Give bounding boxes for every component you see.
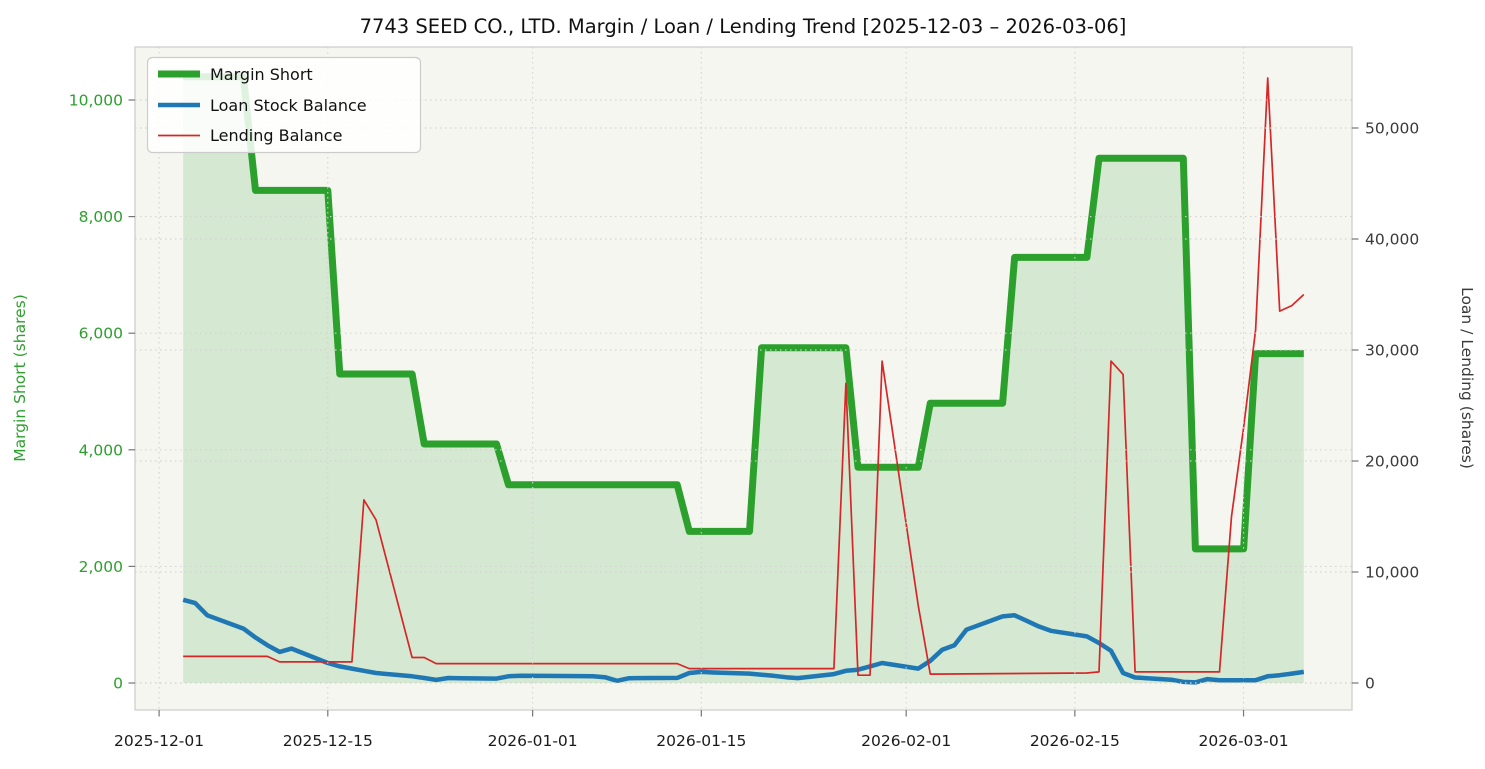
x-tick-label: 2026-03-01 <box>1199 732 1289 750</box>
y-right-tick-label: 30,000 <box>1365 342 1419 360</box>
legend-item-margin-short: Margin Short <box>210 65 313 84</box>
left-axis-title: Margin Short (shares) <box>11 294 29 462</box>
y-right-tick-label: 10,000 <box>1365 564 1419 582</box>
margin-short-area <box>183 76 1304 683</box>
gridlines <box>135 47 1352 710</box>
y-right-tick-label: 0 <box>1365 675 1375 693</box>
y-left-tick-label: 4,000 <box>79 441 123 459</box>
y-left-tick-label: 10,000 <box>69 91 123 109</box>
legend-item-loan-stock: Loan Stock Balance <box>210 96 367 115</box>
y-left-tick-label: 8,000 <box>79 208 123 226</box>
legend: Margin Short Loan Stock Balance Lending … <box>146 56 422 154</box>
y-left-tick-label: 2,000 <box>79 558 123 576</box>
loan-stock-line <box>182 597 1305 685</box>
y-left-tick-label: 0 <box>113 675 123 693</box>
x-tick-label: 2025-12-15 <box>283 732 373 750</box>
x-tick-label: 2026-01-01 <box>488 732 578 750</box>
x-tick-label: 2026-01-15 <box>656 732 746 750</box>
x-tick-label: 2026-02-01 <box>861 732 951 750</box>
y-right-tick-label: 40,000 <box>1365 230 1419 248</box>
x-tick-label: 2026-02-15 <box>1030 732 1120 750</box>
plot-border <box>134 46 1353 711</box>
legend-box <box>146 56 422 154</box>
y-right-tick-label: 20,000 <box>1365 453 1419 471</box>
page-title: 7743 SEED CO., LTD. Margin / Loan / Lend… <box>360 15 1127 38</box>
margin-short-line <box>183 73 1304 553</box>
right-axis-title: Loan / Lending (shares) <box>1458 287 1476 469</box>
legend-item-lending: Lending Balance <box>210 126 342 145</box>
y-right-tick-label: 50,000 <box>1365 119 1419 137</box>
x-tick-label: 2025-12-01 <box>114 732 204 750</box>
y-left-tick-label: 6,000 <box>79 325 123 343</box>
